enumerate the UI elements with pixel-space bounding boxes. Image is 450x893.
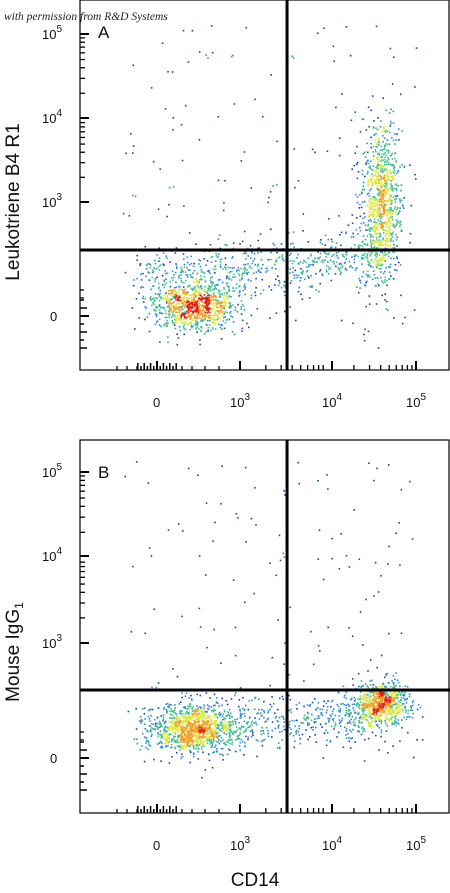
y-tick-label: 103 [42,192,62,210]
y-tick-label: 103 [42,633,62,651]
y-tick-label: 104 [42,546,62,564]
event-dots [122,25,418,349]
plot-frame [79,439,450,814]
panel-label: A [98,23,110,42]
y-tick-label: 105 [42,24,62,42]
event-dots [124,461,424,779]
x-tick-label: 0 [153,395,160,410]
y-tick-label: 105 [42,462,62,480]
y-axis-label-b: Mouse IgG1 [3,602,26,702]
watermark-text: with permission from R&D Systems [4,11,168,23]
panel-a: A 0 103 104 105 0 103 104 105 [42,0,450,410]
y-tick-label: 104 [42,108,62,126]
x-tick-label: 104 [322,835,342,853]
x-tick-label: 0 [153,838,160,853]
panel-label: B [98,463,109,482]
y-tick-label: 0 [50,309,57,324]
x-tick-label: 104 [322,392,342,410]
y-tick-label: 0 [50,751,57,766]
y-axis-label-a: Leukotriene B4 R1 [3,123,24,280]
x-tick-label: 103 [230,392,250,410]
plot-frame [79,0,450,371]
x-tick-label: 105 [406,835,426,853]
x-axis-label: CD14 [231,870,280,891]
panel-b: B 0 103 104 105 0 103 104 105 [42,439,450,853]
x-tick-label: 105 [406,392,426,410]
x-tick-label: 103 [230,835,250,853]
